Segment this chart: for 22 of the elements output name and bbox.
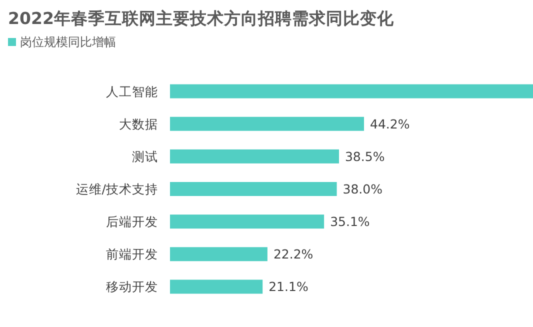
bar <box>170 84 533 98</box>
data-label: 44.2% <box>370 116 410 132</box>
y-tick-label: 运维/技术支持 <box>76 182 158 196</box>
y-tick-label: 测试 <box>132 148 158 164</box>
bar <box>170 214 324 229</box>
legend-label: 岗位规模同比增幅 <box>20 35 116 49</box>
chart-title: 2022年春季互联网主要技术方向招聘需求同比变化 <box>8 9 395 28</box>
data-label: 38.0% <box>342 182 383 196</box>
bar <box>170 247 268 262</box>
data-label: 22.2% <box>273 246 314 262</box>
data-label: 38.5% <box>344 148 385 164</box>
y-tick-label: 大数据 <box>119 116 158 132</box>
bar <box>170 182 337 196</box>
bar <box>170 149 339 164</box>
data-label: 35.1% <box>330 214 370 230</box>
y-tick-label: 人工智能 <box>106 84 158 99</box>
y-tick-label: 后端开发 <box>106 214 158 230</box>
y-tick-label: 移动开发 <box>106 279 158 294</box>
data-label: 21.1% <box>268 279 308 294</box>
bar <box>170 280 263 294</box>
y-tick-label: 前端开发 <box>106 246 158 262</box>
bar <box>170 116 364 131</box>
